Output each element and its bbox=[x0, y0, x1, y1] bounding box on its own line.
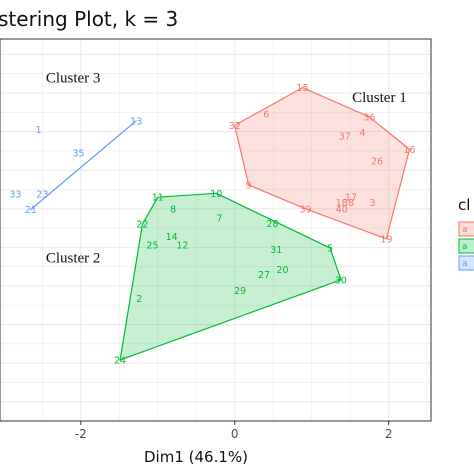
point-label-5: 5 bbox=[327, 244, 333, 255]
legend-key-label: a bbox=[462, 225, 468, 235]
point-label-9: 9 bbox=[246, 180, 252, 191]
x-tick-label: -2 bbox=[75, 427, 87, 441]
point-label-13: 13 bbox=[130, 116, 142, 127]
cluster-annotation: Cluster 2 bbox=[46, 250, 101, 266]
legend-title: cl bbox=[458, 196, 470, 214]
point-label-29: 29 bbox=[234, 286, 246, 297]
point-label-7: 7 bbox=[216, 214, 222, 225]
cluster-3-hull bbox=[30, 120, 137, 211]
cluster-annotation: Cluster 3 bbox=[46, 71, 101, 87]
point-label-33: 33 bbox=[9, 190, 21, 201]
point-label-36: 36 bbox=[363, 112, 375, 123]
point-label-21: 21 bbox=[25, 205, 37, 216]
cluster-2-hull bbox=[119, 192, 342, 361]
x-tick-label: 0 bbox=[231, 427, 239, 441]
point-label-38: 38 bbox=[342, 198, 354, 209]
x-tick-label: 2 bbox=[385, 427, 393, 441]
point-label-1: 1 bbox=[35, 125, 41, 136]
point-label-23: 23 bbox=[36, 190, 48, 201]
x-axis-title: Dim1 (46.1%) bbox=[144, 448, 248, 466]
point-label-32: 32 bbox=[229, 121, 241, 132]
point-label-31: 31 bbox=[270, 245, 282, 256]
chart-title: stering Plot, k = 3 bbox=[0, 7, 178, 31]
point-label-19: 19 bbox=[380, 234, 392, 245]
point-label-11: 11 bbox=[152, 193, 164, 204]
point-label-24: 24 bbox=[114, 356, 126, 367]
point-label-8: 8 bbox=[170, 204, 176, 215]
point-label-35: 35 bbox=[72, 149, 84, 160]
point-label-18: 18 bbox=[336, 198, 348, 209]
point-label-14: 14 bbox=[166, 232, 178, 243]
point-label-37: 37 bbox=[339, 132, 351, 143]
point-label-10: 10 bbox=[210, 189, 222, 200]
cluster-1-hull bbox=[234, 86, 411, 240]
point-label-25: 25 bbox=[146, 241, 158, 252]
legend-key-1 bbox=[458, 221, 474, 237]
legend-key-3 bbox=[458, 255, 474, 271]
point-label-16: 16 bbox=[403, 145, 415, 156]
panel-border bbox=[0, 38, 432, 422]
point-label-22: 22 bbox=[136, 220, 148, 231]
point-label-2: 2 bbox=[136, 294, 142, 305]
point-label-26: 26 bbox=[371, 156, 383, 167]
point-label-17: 17 bbox=[345, 193, 357, 204]
legend-key-label: a bbox=[462, 259, 468, 269]
point-label-4: 4 bbox=[359, 128, 365, 139]
point-label-39: 39 bbox=[300, 204, 312, 215]
legend-key-2 bbox=[458, 238, 474, 254]
point-label-15: 15 bbox=[296, 83, 308, 94]
panel-background bbox=[0, 39, 431, 421]
legend-keys: aaa bbox=[458, 221, 474, 271]
point-label-40: 40 bbox=[336, 204, 348, 215]
cluster-hulls bbox=[30, 86, 411, 361]
point-label-30: 30 bbox=[335, 275, 347, 286]
point-label-12: 12 bbox=[176, 241, 188, 252]
point-label-6: 6 bbox=[263, 109, 269, 120]
point-label-20: 20 bbox=[276, 265, 288, 276]
legend-key-label: a bbox=[462, 242, 468, 252]
legend: cl aaa bbox=[458, 196, 474, 271]
point-label-3: 3 bbox=[369, 198, 375, 209]
cluster-annotation: Cluster 1 bbox=[352, 90, 407, 106]
x-axis: -2 0 2 bbox=[75, 421, 393, 441]
point-label-27: 27 bbox=[258, 270, 270, 281]
point-label-28: 28 bbox=[266, 219, 278, 230]
cluster-annotations: Cluster 3 Cluster 1 Cluster 2 bbox=[46, 71, 407, 267]
